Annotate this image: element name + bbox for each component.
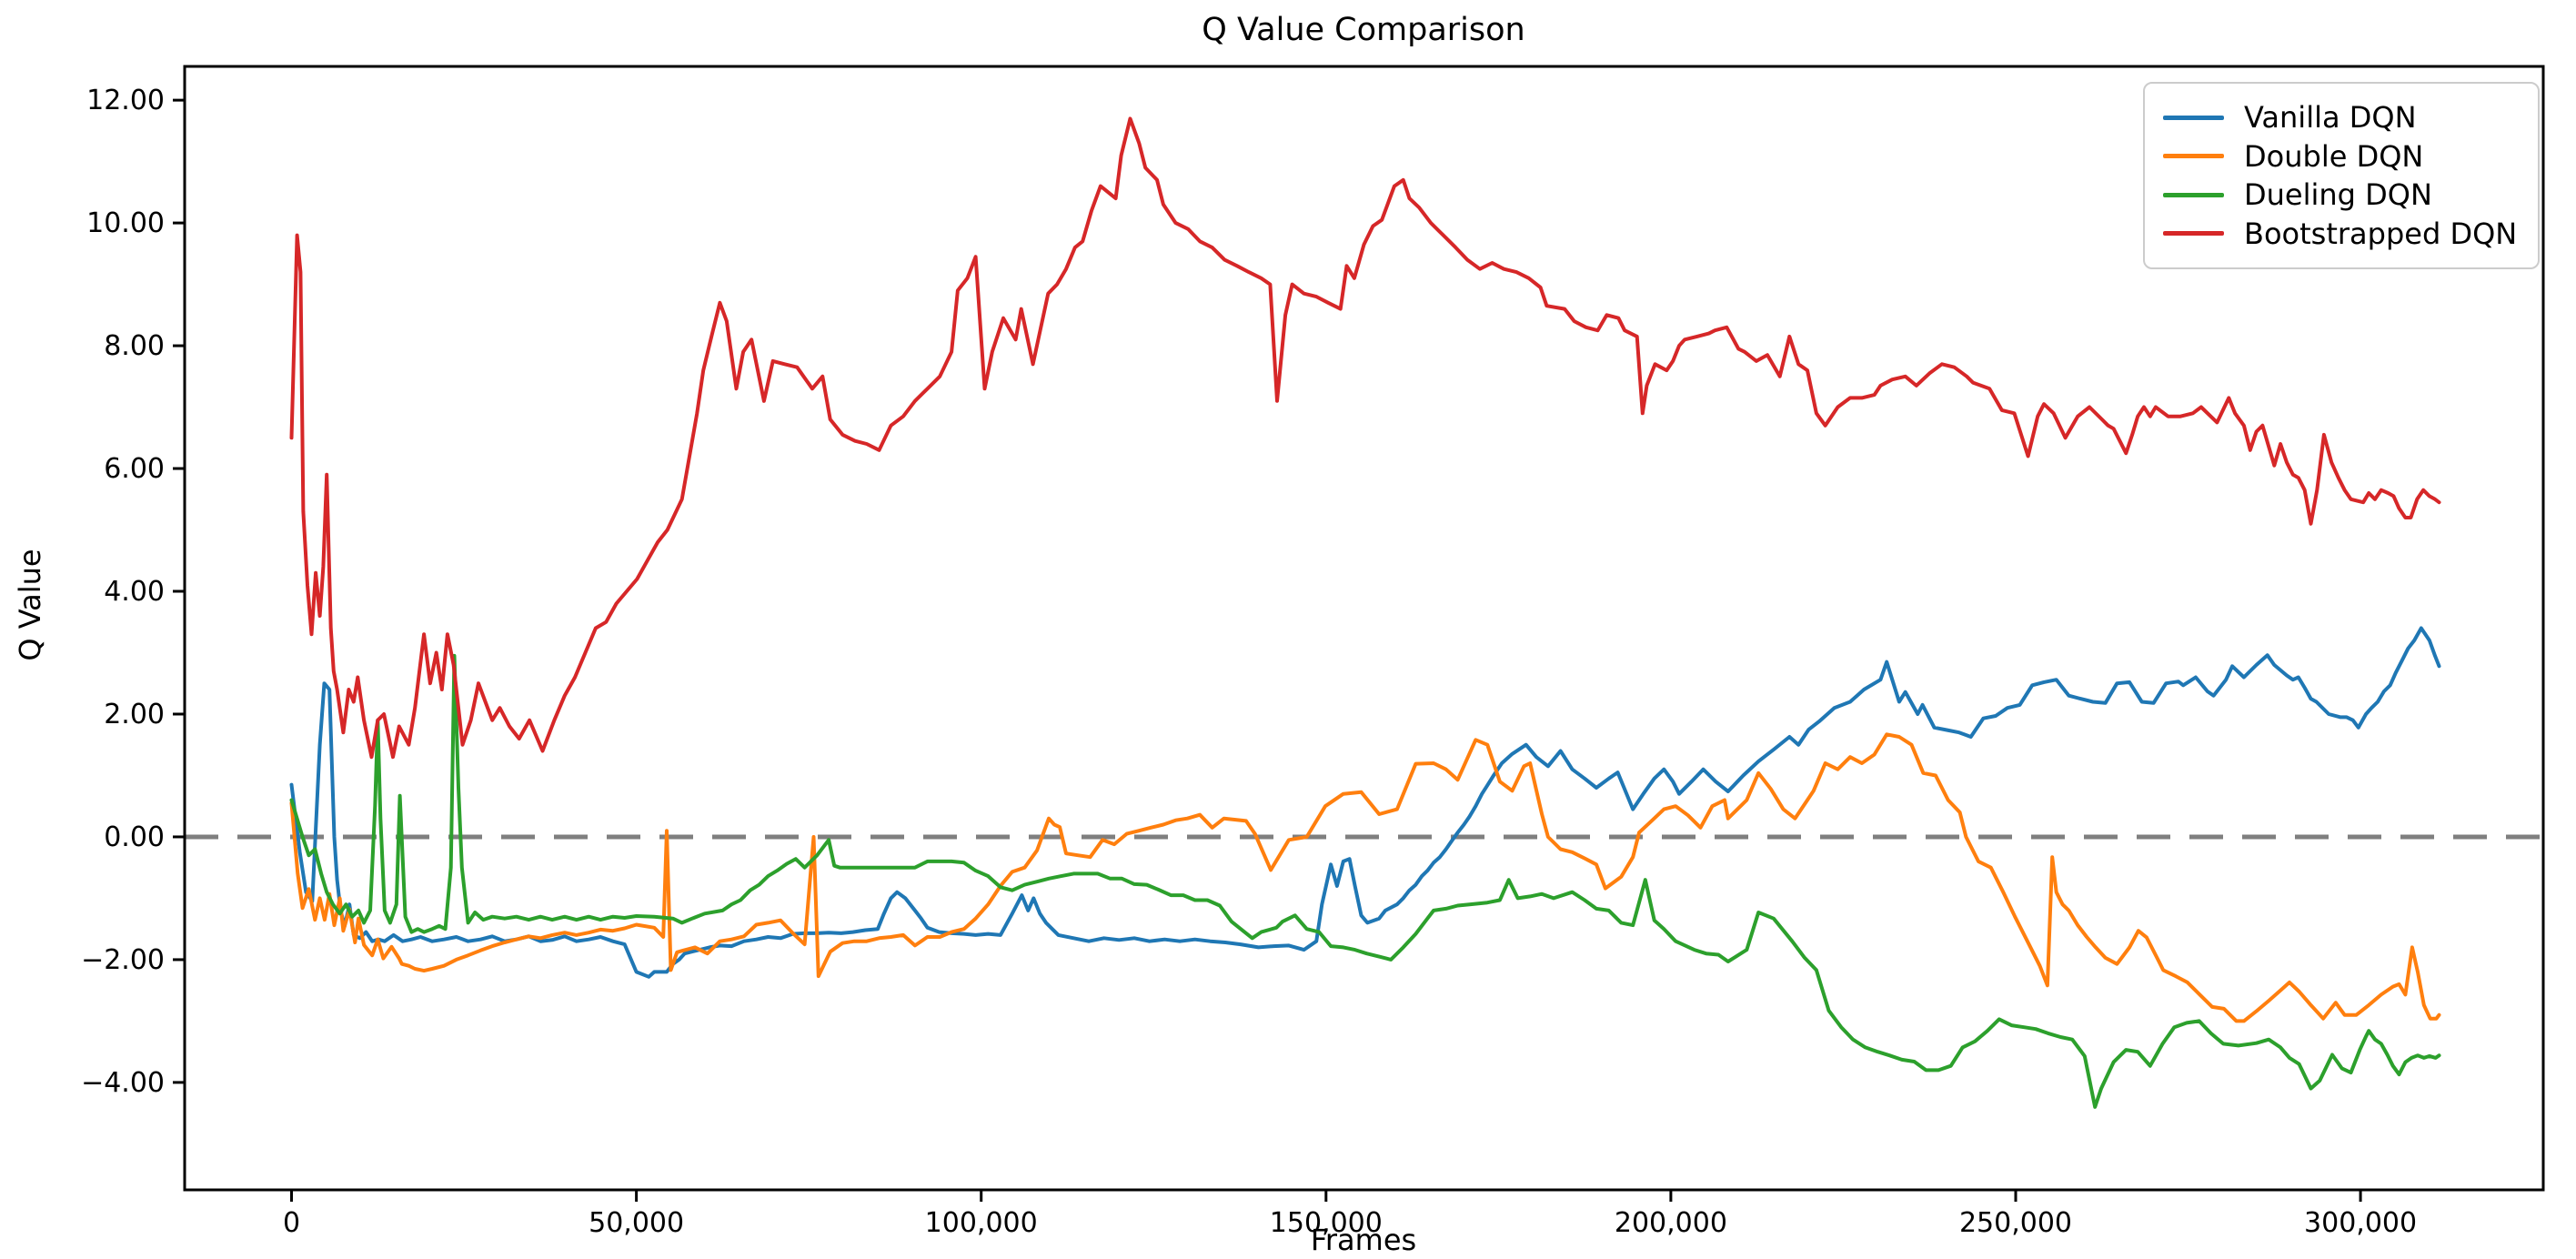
legend: Vanilla DQN Double DQN Dueling DQN Bootstra… [2143, 82, 2540, 269]
x-tick-label: 300,000 [2304, 1207, 2417, 1239]
legend-label: Bootstrapped DQN [2244, 216, 2518, 251]
y-tick-label: −2.00 [81, 944, 165, 976]
legend-swatch-icon [2163, 115, 2224, 120]
legend-item-dueling-dqn: Dueling DQN [2163, 176, 2512, 215]
legend-label: Vanilla DQN [2244, 100, 2417, 136]
legend-item-bootstrapped-dqn: Bootstrapped DQN [2163, 215, 2517, 254]
x-tick-label: 50,000 [589, 1207, 684, 1239]
legend-swatch-icon [2163, 154, 2224, 159]
x-axis-label: Frames [1311, 1223, 1416, 1257]
y-tick-label: −4.00 [81, 1067, 165, 1099]
x-tick-label: 250,000 [1959, 1207, 2072, 1239]
legend-swatch-icon [2163, 192, 2224, 197]
series-line-double-dqn [289, 732, 2441, 1023]
series-line-bootstrapped-dqn [289, 116, 2441, 760]
x-tick-label: 100,000 [925, 1207, 1038, 1239]
y-tick-label: 4.00 [104, 576, 165, 608]
series-line-vanilla-dqn [289, 626, 2441, 979]
x-tick-label: 150,000 [1270, 1207, 1383, 1239]
legend-item-double-dqn: Double DQN [2163, 137, 2512, 176]
y-tick-label: 12.00 [86, 85, 165, 116]
plot-area-border [183, 65, 2545, 1192]
y-axis-label: Q Value [13, 549, 47, 660]
chart-title: Q Value Comparison [1202, 12, 1524, 48]
legend-swatch-icon [2163, 231, 2224, 237]
y-tick-label: 6.00 [104, 453, 165, 485]
y-tick-label: 2.00 [104, 699, 165, 730]
legend-label: Dueling DQN [2244, 177, 2432, 213]
legend-label: Double DQN [2244, 138, 2424, 174]
y-tick-label: 8.00 [104, 330, 165, 362]
y-tick-label: 10.00 [86, 207, 165, 239]
y-tick-label: 0.00 [104, 821, 165, 853]
x-tick-label: 0 [283, 1207, 300, 1239]
series-line-dueling-dqn [289, 653, 2441, 1109]
legend-item-vanilla-dqn: Vanilla DQN [2163, 98, 2512, 137]
x-tick-label: 200,000 [1615, 1207, 1727, 1239]
